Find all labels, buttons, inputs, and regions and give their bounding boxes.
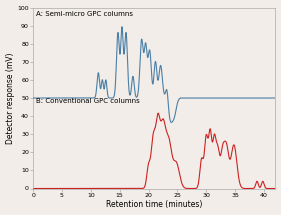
X-axis label: Retention time (minutes): Retention time (minutes)	[106, 200, 203, 209]
Y-axis label: Detector response (mV): Detector response (mV)	[6, 52, 15, 144]
Text: A: Semi-micro GPC columns: A: Semi-micro GPC columns	[36, 11, 133, 17]
Text: B: Conventional GPC columns: B: Conventional GPC columns	[36, 98, 140, 104]
